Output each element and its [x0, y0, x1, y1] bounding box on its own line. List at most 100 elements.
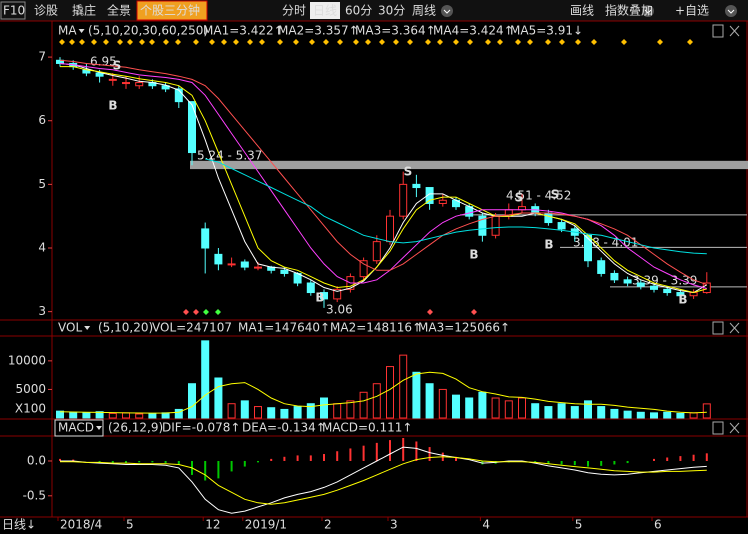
toolbar-button[interactable]: 个股三分钟 [140, 3, 200, 18]
candle-body [95, 72, 104, 77]
candle-body [188, 101, 196, 154]
candle-body [412, 183, 421, 189]
volume-bar [188, 383, 196, 419]
event-marker [91, 39, 97, 45]
period-button[interactable]: 分时 [282, 4, 306, 18]
volume-bar [610, 408, 619, 419]
help-icon [712, 24, 724, 38]
indicator-name[interactable]: MACD [58, 421, 94, 435]
indicator-params: (5,10,20) [98, 321, 153, 335]
indicator-name[interactable]: MA [58, 24, 77, 38]
volume-bar [240, 400, 249, 419]
dropdown-icon[interactable] [642, 5, 654, 17]
volume-bar [293, 406, 302, 419]
indicator-params: (26,12,9) [108, 421, 163, 435]
toolbar-button[interactable]: 全景 [107, 3, 131, 18]
event-marker [393, 39, 399, 45]
legend-entry: MA5=3.91↓ [510, 24, 583, 38]
y-tick-label: 3 [38, 304, 46, 318]
period-button[interactable]: 60分 [345, 4, 372, 18]
y-tick-label: 7 [38, 50, 46, 64]
event-marker [471, 309, 477, 315]
event-marker [259, 39, 265, 45]
volume-bar [412, 371, 421, 419]
y-tick-label: 0.0 [27, 453, 46, 467]
legend-entry: DIF=-0.078↑ [162, 421, 240, 435]
dropdown-icon[interactable] [725, 5, 737, 17]
event-marker [69, 39, 75, 45]
volume-bar [201, 340, 210, 419]
candle-body [56, 59, 64, 64]
event-marker [103, 39, 109, 45]
volume-bar [95, 411, 104, 419]
volume-bar [359, 391, 368, 419]
event-marker [437, 39, 443, 45]
volume-bar [306, 403, 315, 419]
volume-bar [689, 412, 698, 419]
volume-bar [531, 403, 540, 419]
volume-bar [570, 406, 579, 419]
event-marker [527, 39, 533, 45]
ma-line [60, 446, 707, 514]
event-marker [353, 39, 359, 45]
toolbar-button[interactable]: 撬庄 [72, 3, 96, 18]
volume-bar [56, 410, 64, 419]
x-tick-label: 6 [654, 518, 662, 532]
price-annotation: 3.39 - 3.39 [632, 274, 697, 288]
candle-body [122, 82, 130, 85]
help-icon [712, 321, 724, 335]
toolbar-button[interactable]: 画线 [570, 4, 594, 18]
volume-bar [557, 403, 566, 419]
toolbar-button[interactable]: 诊股 [34, 4, 58, 18]
indicator-name[interactable]: VOL [58, 321, 82, 335]
event-marker [309, 39, 315, 45]
candle-body [636, 282, 645, 287]
volume-bar [346, 400, 355, 419]
candle-body [610, 272, 619, 281]
volume-bar [702, 403, 711, 419]
price-annotation: 3.06 [326, 303, 353, 317]
period-button[interactable]: 日线 [313, 4, 337, 18]
x-tick-label: 2018/4 [60, 518, 102, 532]
event-marker [209, 39, 215, 45]
indicator-params: (5,10,20,30,60,250) [88, 24, 208, 38]
volume-bar [452, 394, 460, 419]
trade-signal: B [315, 291, 324, 305]
event-marker [247, 39, 253, 45]
volume-bar [333, 403, 342, 419]
dropdown-icon[interactable] [441, 5, 453, 17]
volume-bar [597, 406, 606, 419]
toolbar-button[interactable]: F10 [3, 4, 25, 18]
candle-body [399, 183, 408, 217]
event-marker [79, 39, 85, 45]
ma-line [59, 63, 708, 294]
y-tick-label: 4 [38, 241, 46, 255]
volume-bar [438, 388, 447, 419]
ma-line [59, 63, 707, 289]
event-marker [323, 39, 329, 45]
y-tick-label: 5000 [15, 382, 46, 396]
volume-bar [504, 400, 513, 419]
candle-body [227, 263, 236, 266]
event-marker [127, 39, 133, 45]
indicator-dropdown [78, 29, 85, 33]
volume-bar [399, 354, 408, 419]
candle-body [597, 260, 606, 274]
period-button[interactable]: 30分 [378, 4, 405, 18]
legend-entry: DEA=-0.134↑ [242, 421, 326, 435]
candle-body [689, 292, 698, 297]
toolbar-button[interactable]: 指数叠加 [605, 3, 653, 18]
event-marker [497, 39, 503, 45]
event-marker [485, 39, 491, 45]
volume-bar [584, 400, 592, 419]
event-marker [337, 39, 343, 45]
indicator-dropdown [95, 426, 102, 430]
event-marker [621, 39, 627, 45]
candle-body [201, 228, 210, 249]
event-marker [175, 39, 181, 45]
event-marker [559, 39, 565, 45]
period-button[interactable]: 周线 [412, 4, 436, 18]
button-frame [0, 1, 26, 20]
unit-label: X100 [15, 402, 46, 416]
toolbar-button[interactable]: +自选 [675, 4, 709, 18]
